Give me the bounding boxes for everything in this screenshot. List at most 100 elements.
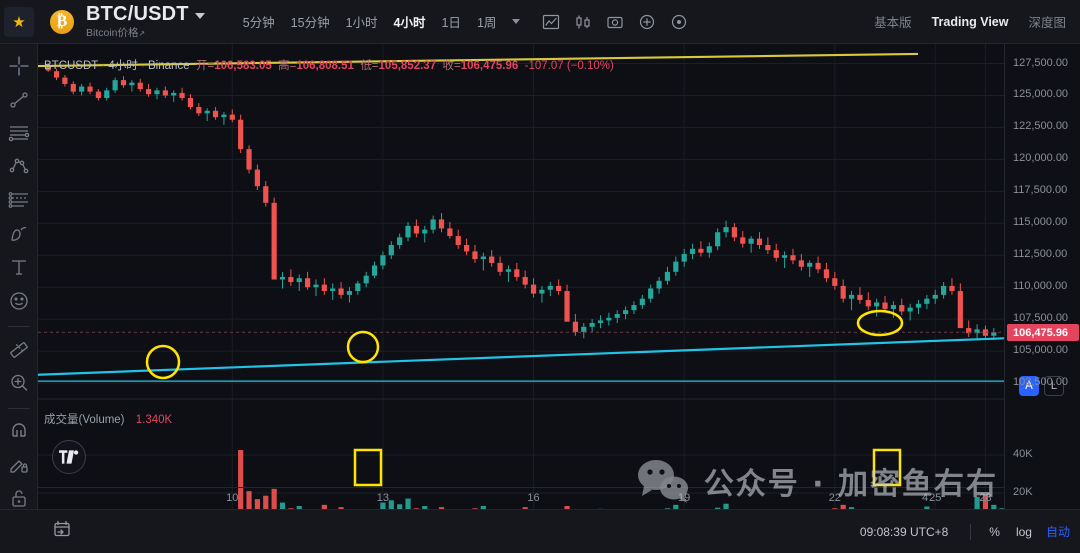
price-tick: 117,500.00 — [1013, 184, 1068, 197]
legend-change: -107.07 (−0.10%) — [524, 60, 614, 72]
price-tick: 110,000.00 — [1013, 280, 1068, 293]
clock-time: 09:08:39 UTC+8 — [859, 524, 949, 539]
text-tool-icon[interactable] — [6, 255, 32, 280]
plus-circle-icon[interactable] — [638, 13, 656, 31]
price-tick: 105,000.00 — [1013, 344, 1069, 357]
legend-sep-1: · — [101, 60, 106, 72]
volume-title: 成交量(Volume) — [44, 414, 125, 426]
legend-open-label: 开= — [195, 60, 215, 72]
drawing-toolbar — [0, 44, 38, 553]
price-tick: 125,000.00 — [1013, 88, 1069, 101]
symbol-block[interactable]: BTC/USDT Bitcoin价格↗ — [86, 4, 205, 39]
legend-symbol: BTCUSDT — [44, 60, 99, 72]
chevron-down-icon[interactable] — [194, 12, 205, 19]
status-bar: 09:08:39 UTC+8 % log 自动 — [0, 509, 1080, 553]
legend-low-value: 105,852.37 — [378, 60, 437, 72]
time-tick: 22 — [828, 492, 841, 504]
symbol-subtitle-text: Bitcoin价格 — [86, 27, 139, 40]
chart-canvas[interactable]: BTCUSDT · 4小时 · Binance 开=106,583.05 高=1… — [38, 44, 1004, 509]
time-tick: 25 — [929, 492, 942, 504]
volume-legend: 成交量(Volume) 1.340K — [44, 411, 172, 427]
price-tick: 112,500.00 — [1013, 248, 1068, 261]
magnet-icon[interactable] — [6, 419, 32, 444]
scale-log-button[interactable]: L — [1044, 376, 1064, 396]
emoji-icon[interactable] — [6, 289, 32, 314]
fib-retracement-icon[interactable] — [6, 188, 32, 213]
interval-15m[interactable]: 15分钟 — [290, 16, 330, 30]
time-tick: 10 — [226, 492, 239, 504]
legend-close-value: 106,475.96 — [460, 60, 519, 72]
legend-high-label: 高= — [278, 60, 297, 72]
legend-sep-2: · — [140, 60, 145, 72]
price-tick: 122,500.00 — [1013, 120, 1069, 133]
pencil-lock-icon[interactable] — [6, 453, 32, 478]
price-tick: 115,000.00 — [1013, 216, 1068, 229]
time-tick: 13 — [376, 492, 390, 504]
toolbar-divider — [7, 326, 30, 328]
interval-1h[interactable]: 1小时 — [345, 16, 378, 30]
trend-line-icon[interactable] — [6, 88, 32, 113]
camera-icon[interactable] — [606, 13, 624, 31]
legend-exchange: Binance — [148, 60, 190, 72]
time-tick: 4 — [921, 492, 929, 504]
indicators-icon[interactable] — [542, 13, 560, 31]
crosshair-icon[interactable] — [6, 54, 32, 79]
horizontal-lines-icon[interactable] — [6, 121, 32, 146]
legend-open-value: 106,583.05 — [214, 60, 272, 72]
scale-auto-button[interactable]: A — [1019, 376, 1039, 396]
current-price-tag: 106,475.96 — [1007, 324, 1079, 342]
time-axis[interactable]: 10 13 16 19 22 25 28 4 — [38, 487, 1004, 509]
status-right-group: 09:08:39 UTC+8 % log 自动 — [860, 523, 1070, 540]
view-basic[interactable]: 基本版 — [874, 16, 912, 30]
go-to-date-icon[interactable] — [52, 519, 72, 544]
volume-tick: 40K — [1013, 448, 1033, 460]
time-tick: 28 — [979, 492, 992, 504]
view-mode-switcher: 基本版 Trading View 深度图 — [874, 12, 1066, 31]
price-tick: 102,500.00 — [1013, 376, 1069, 389]
toolbar-divider-2 — [7, 408, 30, 410]
chart-legend: BTCUSDT · 4小时 · Binance 开=106,583.05 高=1… — [44, 57, 614, 73]
target-circle-icon[interactable] — [670, 13, 688, 31]
percent-scale-button[interactable]: % — [989, 524, 1000, 539]
interval-5m[interactable]: 5分钟 — [242, 16, 275, 30]
log-scale-button[interactable]: log — [1015, 524, 1032, 539]
price-tick: 127,500.00 — [1013, 56, 1069, 69]
chart-tool-icons — [542, 13, 688, 31]
legend-interval: 4小时 — [108, 60, 138, 72]
symbol-subtitle: Bitcoin价格↗ — [86, 28, 205, 39]
interval-4h[interactable]: 4小时 — [393, 16, 426, 30]
chart-plot — [38, 44, 1004, 509]
scale-mode-buttons: A L — [1019, 376, 1064, 396]
top-toolbar: ★ ₿ BTC/USDT Bitcoin价格↗ 5分钟 15分钟 1小时 4小时… — [0, 0, 1080, 44]
pitchfork-icon[interactable] — [6, 155, 32, 180]
interval-1d[interactable]: 1日 — [441, 16, 461, 30]
measure-icon[interactable] — [6, 337, 32, 362]
volume-tick: 20K — [1013, 486, 1033, 498]
status-divider — [970, 523, 972, 540]
time-tick: 16 — [527, 492, 540, 504]
price-tick: 107,500.00 — [1013, 312, 1069, 325]
brush-icon[interactable] — [6, 222, 32, 247]
lock-icon[interactable] — [6, 486, 32, 511]
legend-close-label: 收= — [442, 60, 461, 72]
page-title: BTC/USDT — [86, 3, 189, 26]
interval-selector: 5分钟 15分钟 1小时 4小时 1日 1周 — [235, 8, 525, 35]
view-depth[interactable]: 深度图 — [1028, 16, 1066, 30]
price-axis[interactable]: A L 127,500.00 125,000.00 122,500.00 120,00… — [1004, 44, 1080, 530]
bitcoin-icon: ₿ — [50, 9, 74, 34]
view-tradingview[interactable]: Trading View — [931, 14, 1009, 29]
price-tick: 120,000.00 — [1013, 152, 1069, 165]
legend-high-value: 106,808.51 — [296, 60, 354, 72]
auto-scale-button[interactable]: 自动 — [1045, 525, 1070, 539]
tradingview-logo-icon — [52, 440, 86, 474]
legend-low-label: 低= — [360, 60, 379, 72]
favorite-star-icon[interactable]: ★ — [4, 6, 34, 37]
candle-style-icon[interactable] — [574, 13, 592, 31]
interval-more-chevron-icon[interactable] — [512, 19, 521, 24]
time-tick: 19 — [678, 492, 691, 504]
external-link-icon: ↗ — [138, 29, 146, 39]
volume-value: 1.340K — [135, 414, 173, 426]
zoom-in-icon[interactable] — [6, 371, 32, 396]
interval-1w[interactable]: 1周 — [476, 16, 497, 30]
